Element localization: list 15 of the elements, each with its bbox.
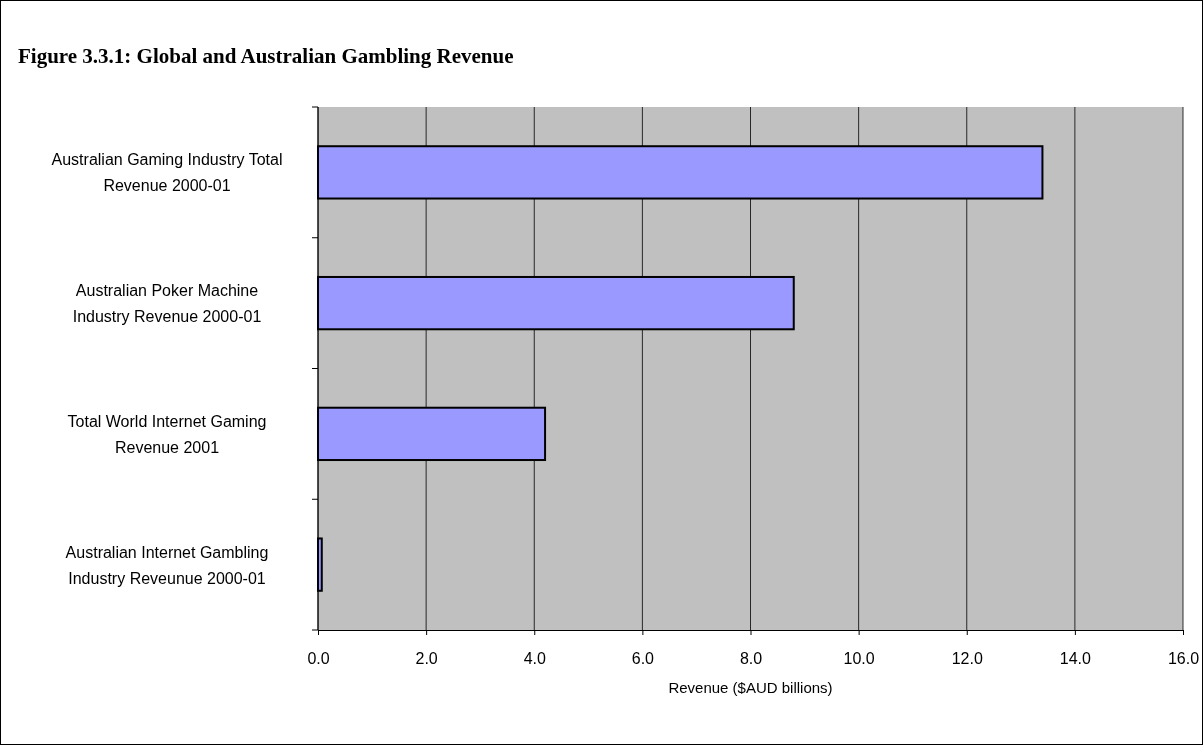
y-tick-label: Australian Gaming Industry Total Revenue 2000-01 xyxy=(51,151,283,195)
x-axis-title: Revenue ($AUD billions) xyxy=(668,679,833,696)
x-tick-label: 0.0 xyxy=(307,649,330,667)
x-tick-label: 12.0 xyxy=(951,649,983,667)
x-tick-label: 4.0 xyxy=(523,649,546,667)
chart-title: Figure 3.3.1: Global and Australian Gambling Revenue xyxy=(18,44,514,68)
x-tick-label: 16.0 xyxy=(1167,649,1200,667)
y-tick-label: Total World Internet Gaming Revenue 2001 xyxy=(67,412,267,456)
x-tick-label: 14.0 xyxy=(1059,649,1092,667)
x-tick-label: 2.0 xyxy=(415,649,438,667)
y-tick-label: Australian Poker Machine Industry Revenue 2000-01 xyxy=(72,282,262,326)
x-tick-label: 6.0 xyxy=(631,649,655,667)
y-tick-label: Australian Internet Gambling Industry Reveunue 2000-01 xyxy=(65,543,269,587)
x-tick-label: 10.0 xyxy=(843,649,875,667)
x-tick-label: 8.0 xyxy=(739,649,763,667)
